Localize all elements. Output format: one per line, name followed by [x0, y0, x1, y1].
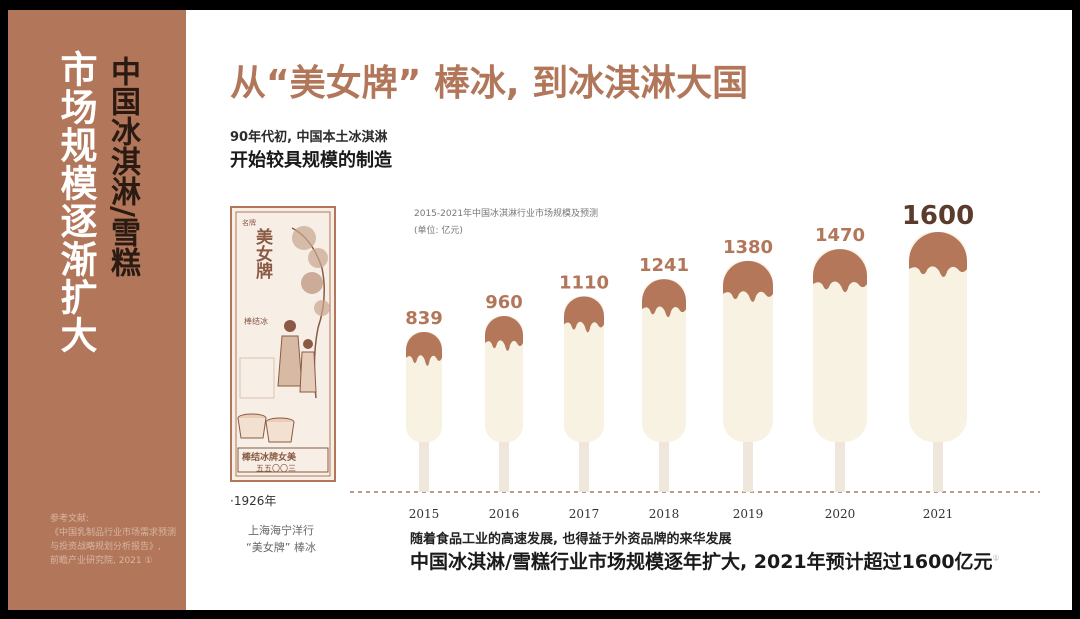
x-tick-label: 2021	[923, 507, 954, 521]
bar-stick	[835, 438, 845, 492]
vintage-poster: 名牌 美女牌 棒结冰 棒结冰牌女美 五五〇〇三	[230, 206, 336, 482]
bar-value-label: 839	[405, 308, 443, 329]
x-tick-label: 2016	[489, 507, 520, 521]
reference-line: 前瞻产业研究院, 2021 ①	[50, 556, 153, 566]
bar	[813, 249, 867, 442]
reference-line: 参考文献:	[50, 514, 90, 524]
poster-caption: 上海海宁洋行 “美女牌” 棒冰	[236, 522, 326, 556]
page-title: 从“美女牌” 棒冰, 到冰淇淋大国	[230, 63, 749, 104]
slide: 市场规模逐渐扩大 中国冰淇淋/雪糕 参考文献: 《中国乳制品行业市场需求预测与投…	[8, 10, 1072, 610]
x-tick-label: 2015	[409, 507, 440, 521]
bar-stick	[743, 438, 753, 492]
bar-drip	[813, 249, 867, 293]
bar-value-label: 1600	[902, 201, 974, 231]
reference-line: 《中国乳制品行业市场需求预测与投资战略规划分析报告》,	[50, 528, 177, 552]
poster-banner: 棒结冰牌女美	[242, 453, 297, 463]
bar-value-label: 1241	[639, 255, 689, 276]
bar-stick	[933, 438, 943, 492]
intro-line-1: 90年代初, 中国本土冰淇淋	[230, 130, 388, 145]
bar-drip	[909, 232, 967, 277]
references: 参考文献: 《中国乳制品行业市场需求预测与投资战略规划分析报告》, 前瞻产业研究…	[50, 512, 180, 568]
bar-drip	[642, 279, 686, 318]
x-tick-label: 2020	[825, 507, 856, 521]
bar-drip	[564, 296, 604, 333]
footer-line-2: 中国冰淇淋/雪糕行业市场规模逐年扩大, 2021年预计超过1600亿元①	[410, 547, 1000, 574]
bar	[564, 296, 604, 442]
bar	[642, 279, 686, 442]
bar-chart: 839 2015 960 2016 1110 2017 1241 2018 1380 2019 14…	[350, 201, 1040, 521]
footer-line-1: 随着食品工业的高速发展, 也得益于外资品牌的来华发展	[410, 532, 732, 547]
footer-line-2-text: 中国冰淇淋/雪糕行业市场规模逐年扩大, 2021年预计超过1600亿元	[410, 551, 993, 573]
bar	[723, 260, 773, 442]
poster-brand: 美女牌	[252, 228, 272, 279]
bar-value-label: 1110	[559, 272, 609, 293]
bar	[909, 232, 967, 442]
poster-caption-line-1: 上海海宁洋行	[248, 524, 314, 537]
bar-value-label: 960	[485, 292, 523, 313]
intro-line-2: 开始较具规模的制造	[230, 150, 392, 171]
bar-drip	[406, 331, 442, 366]
bar-drip	[485, 316, 523, 351]
x-tick-label: 2019	[733, 507, 764, 521]
sidebar-main-title: 市场规模逐渐扩大	[54, 50, 97, 354]
bar-value-label: 1380	[723, 237, 773, 258]
x-tick-label: 2018	[649, 507, 680, 521]
poster-caption-line-2: “美女牌” 棒冰	[246, 541, 316, 554]
poster-brand-small: 名牌	[242, 219, 256, 227]
bar-stick	[499, 438, 509, 492]
poster-year: ·1926年	[230, 494, 277, 508]
bar-value-label: 1470	[815, 225, 865, 246]
sidebar: 市场规模逐渐扩大 中国冰淇淋/雪糕 参考文献: 《中国乳制品行业市场需求预测与投…	[8, 10, 186, 610]
poster-phone: 五五〇〇三	[256, 464, 296, 473]
chart-title: 2015-2021年中国冰淇淋行业市场规模及预测	[414, 209, 599, 219]
footnote-mark: ①	[992, 553, 1000, 563]
bar-drip	[723, 260, 773, 302]
bar-stick	[419, 438, 429, 492]
bar-stick	[579, 438, 589, 492]
x-tick-label: 2017	[569, 507, 600, 521]
sidebar-sub-title: 中国冰淇淋/雪糕	[105, 56, 140, 277]
poster-illustration	[235, 211, 331, 477]
poster-stick-label: 棒结冰	[244, 317, 268, 326]
chart-unit: (单位: 亿元)	[414, 226, 463, 236]
bar-stick	[659, 438, 669, 492]
